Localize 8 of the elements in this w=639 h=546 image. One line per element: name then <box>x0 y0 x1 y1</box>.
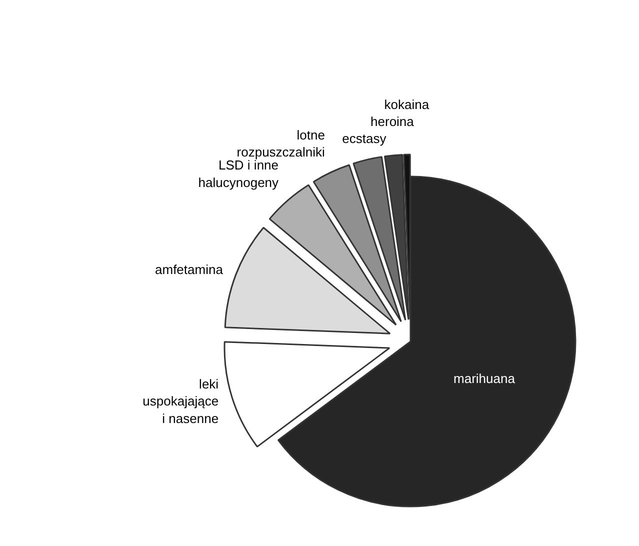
slice-label: kokaina <box>384 96 430 112</box>
slice-label: heroina <box>370 114 415 129</box>
slice-label: leki uspokajające i nasenne <box>142 376 219 426</box>
slice-label: marihuana <box>454 370 516 386</box>
slice-label: LSD i inne halucynogeny <box>198 158 280 190</box>
slice-label: lotne rozpuszczalniki <box>236 127 326 160</box>
slice-label: ecstasy <box>342 130 387 146</box>
slice-label: amfetamina <box>155 262 224 277</box>
